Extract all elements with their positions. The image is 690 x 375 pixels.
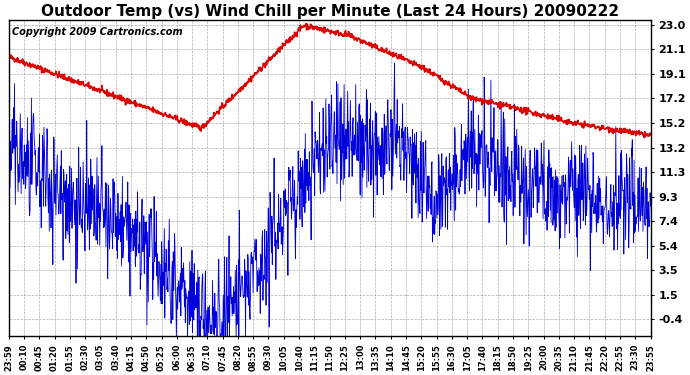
Title: Outdoor Temp (vs) Wind Chill per Minute (Last 24 Hours) 20090222: Outdoor Temp (vs) Wind Chill per Minute … <box>41 4 619 19</box>
Text: Copyright 2009 Cartronics.com: Copyright 2009 Cartronics.com <box>12 27 182 37</box>
